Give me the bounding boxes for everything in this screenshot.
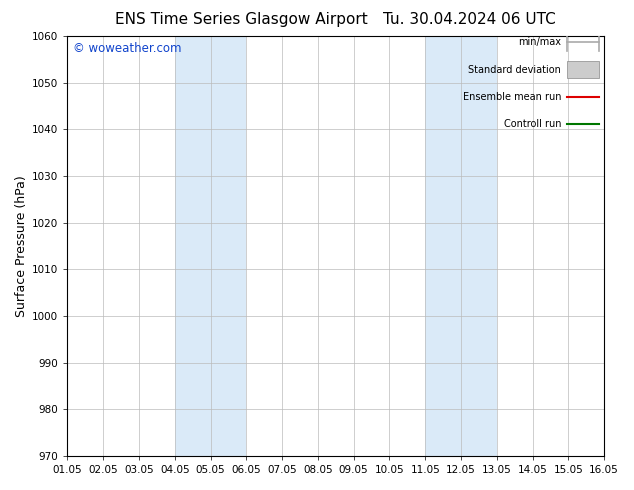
Text: Tu. 30.04.2024 06 UTC: Tu. 30.04.2024 06 UTC <box>383 12 555 27</box>
Text: © woweather.com: © woweather.com <box>73 43 181 55</box>
Text: Ensemble mean run: Ensemble mean run <box>463 92 561 102</box>
Text: Controll run: Controll run <box>503 119 561 129</box>
Bar <box>567 61 598 78</box>
Text: min/max: min/max <box>518 37 561 48</box>
Y-axis label: Surface Pressure (hPa): Surface Pressure (hPa) <box>15 175 28 317</box>
Bar <box>425 36 497 456</box>
Text: Standard deviation: Standard deviation <box>469 65 561 75</box>
Bar <box>175 36 247 456</box>
Text: ENS Time Series Glasgow Airport: ENS Time Series Glasgow Airport <box>115 12 367 27</box>
